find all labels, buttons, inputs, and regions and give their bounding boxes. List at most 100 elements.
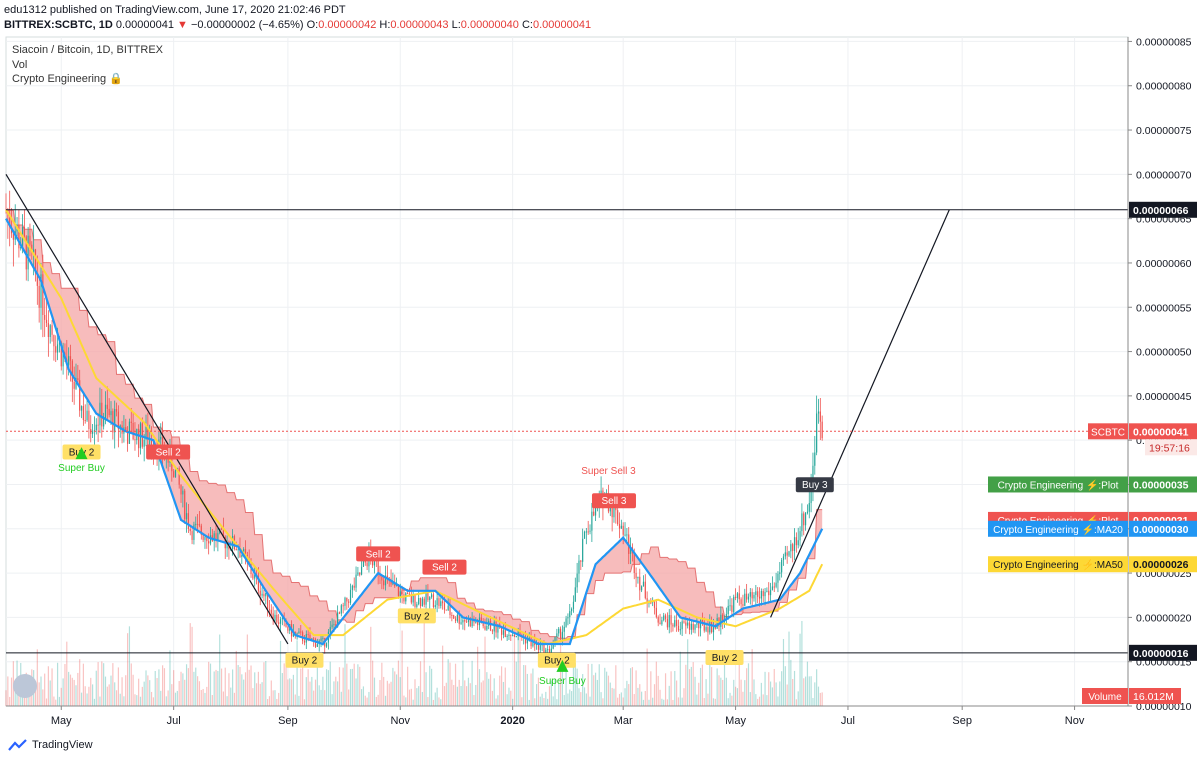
candle-body [56,344,59,353]
candle-body [416,604,418,607]
candle-body [782,556,785,560]
candle-body [635,572,637,579]
candle-body [775,582,777,587]
symbol-title[interactable]: Siacoin / Bitcoin, 1D, BITTREX [12,44,163,56]
candle-body [591,511,593,531]
volume-bar [337,681,339,706]
volume-bar [302,664,304,706]
volume-bar [558,682,560,706]
volume-bar [126,633,129,706]
volume-bar [250,665,252,706]
candle-body [145,426,147,440]
volume-bar [491,690,493,706]
candle-body [471,618,473,627]
volume-bar [90,677,92,706]
signals: Buy 2 Super Buy Sell 2 Buy 2 Sell 2 Buy 2 Sell… [58,444,834,687]
volume-bar [206,686,208,706]
volume-bar [550,680,552,706]
volume-bar [469,683,471,706]
volume-bar [622,697,624,706]
candle-body [449,605,451,615]
sell-signal-label: Sell 2 [366,549,391,560]
candle-body [688,622,691,630]
candle-body [677,625,680,631]
volume-bar [657,675,659,706]
candle-body [418,598,420,605]
candle-body [771,586,774,590]
candle-body [316,644,318,647]
volume-bar [68,671,70,706]
drawings[interactable] [5,174,1128,698]
volume-bar [821,692,823,706]
candle-body [270,609,272,614]
volume-bar [475,684,477,706]
volume-bar [532,668,534,706]
indicator-legend[interactable]: Crypto Engineering [12,73,107,85]
candle-body [132,423,134,440]
candle-body [342,605,344,607]
candle-body [506,635,508,637]
x-tick-label: Jul [841,715,855,727]
candle-body [465,621,468,623]
candle-body [31,244,33,253]
candle-body [88,410,90,430]
volume-bar [375,696,377,706]
volume-bar [736,688,739,706]
candle-body [178,468,180,485]
candle-body [467,618,470,623]
volume-bar [512,698,514,706]
volume-legend[interactable]: Vol [12,58,28,71]
volume-bar [810,676,812,706]
volume-bar [642,699,645,706]
candle-body [486,626,488,630]
candle-body [821,421,823,439]
volume-bar [484,636,486,706]
publisher-text: edu1312 published on TradingView.com, Ju… [4,4,346,16]
volume-bar [438,697,440,706]
volume-bar [666,699,669,706]
candle-body [524,636,527,644]
candle-body [313,638,315,640]
candle-body [792,544,794,551]
volume-bar [499,675,501,706]
close-value: 0.00000041 [115,19,174,31]
volume-bar [478,669,481,706]
volume-bar [618,693,621,706]
volume-bar [101,661,103,706]
volume-bar [427,697,429,706]
candle-body [810,488,812,504]
price-axis[interactable]: 0.00000085 0.00000080 0.00000075 0.00000070… [988,36,1197,713]
candle-body [279,619,282,624]
volume-bar [543,697,545,706]
volume-bar [659,689,661,706]
candle-body [213,533,215,542]
candle-body [23,227,26,237]
candle-body [311,638,313,640]
candle-body [298,631,300,634]
candle-body [285,620,287,627]
volume-bar [88,686,90,706]
candle-body [381,576,383,581]
x-tick-label: Nov [1065,715,1085,727]
candle-body [674,620,676,627]
candle-body [80,406,83,411]
candle-body [578,560,580,574]
volume-bar [294,694,296,706]
volume-bar [408,689,411,706]
volume-bar [163,668,166,706]
volume-bar [781,671,783,706]
volume-bar [799,633,801,706]
candle-body [495,621,497,633]
volume-bar [567,693,569,706]
volume-bar [360,689,363,706]
volume-bar [197,676,199,706]
volume-bar [629,668,632,706]
candle-body [12,233,14,240]
candle-body [325,642,328,647]
volume-bar [816,669,818,706]
candle-body [626,534,628,536]
volume-bar [653,684,656,706]
time-axis[interactable]: May Jul Sep Nov 2020 Mar May Jul Sep Nov [6,705,1128,727]
volume-bar [720,677,722,706]
